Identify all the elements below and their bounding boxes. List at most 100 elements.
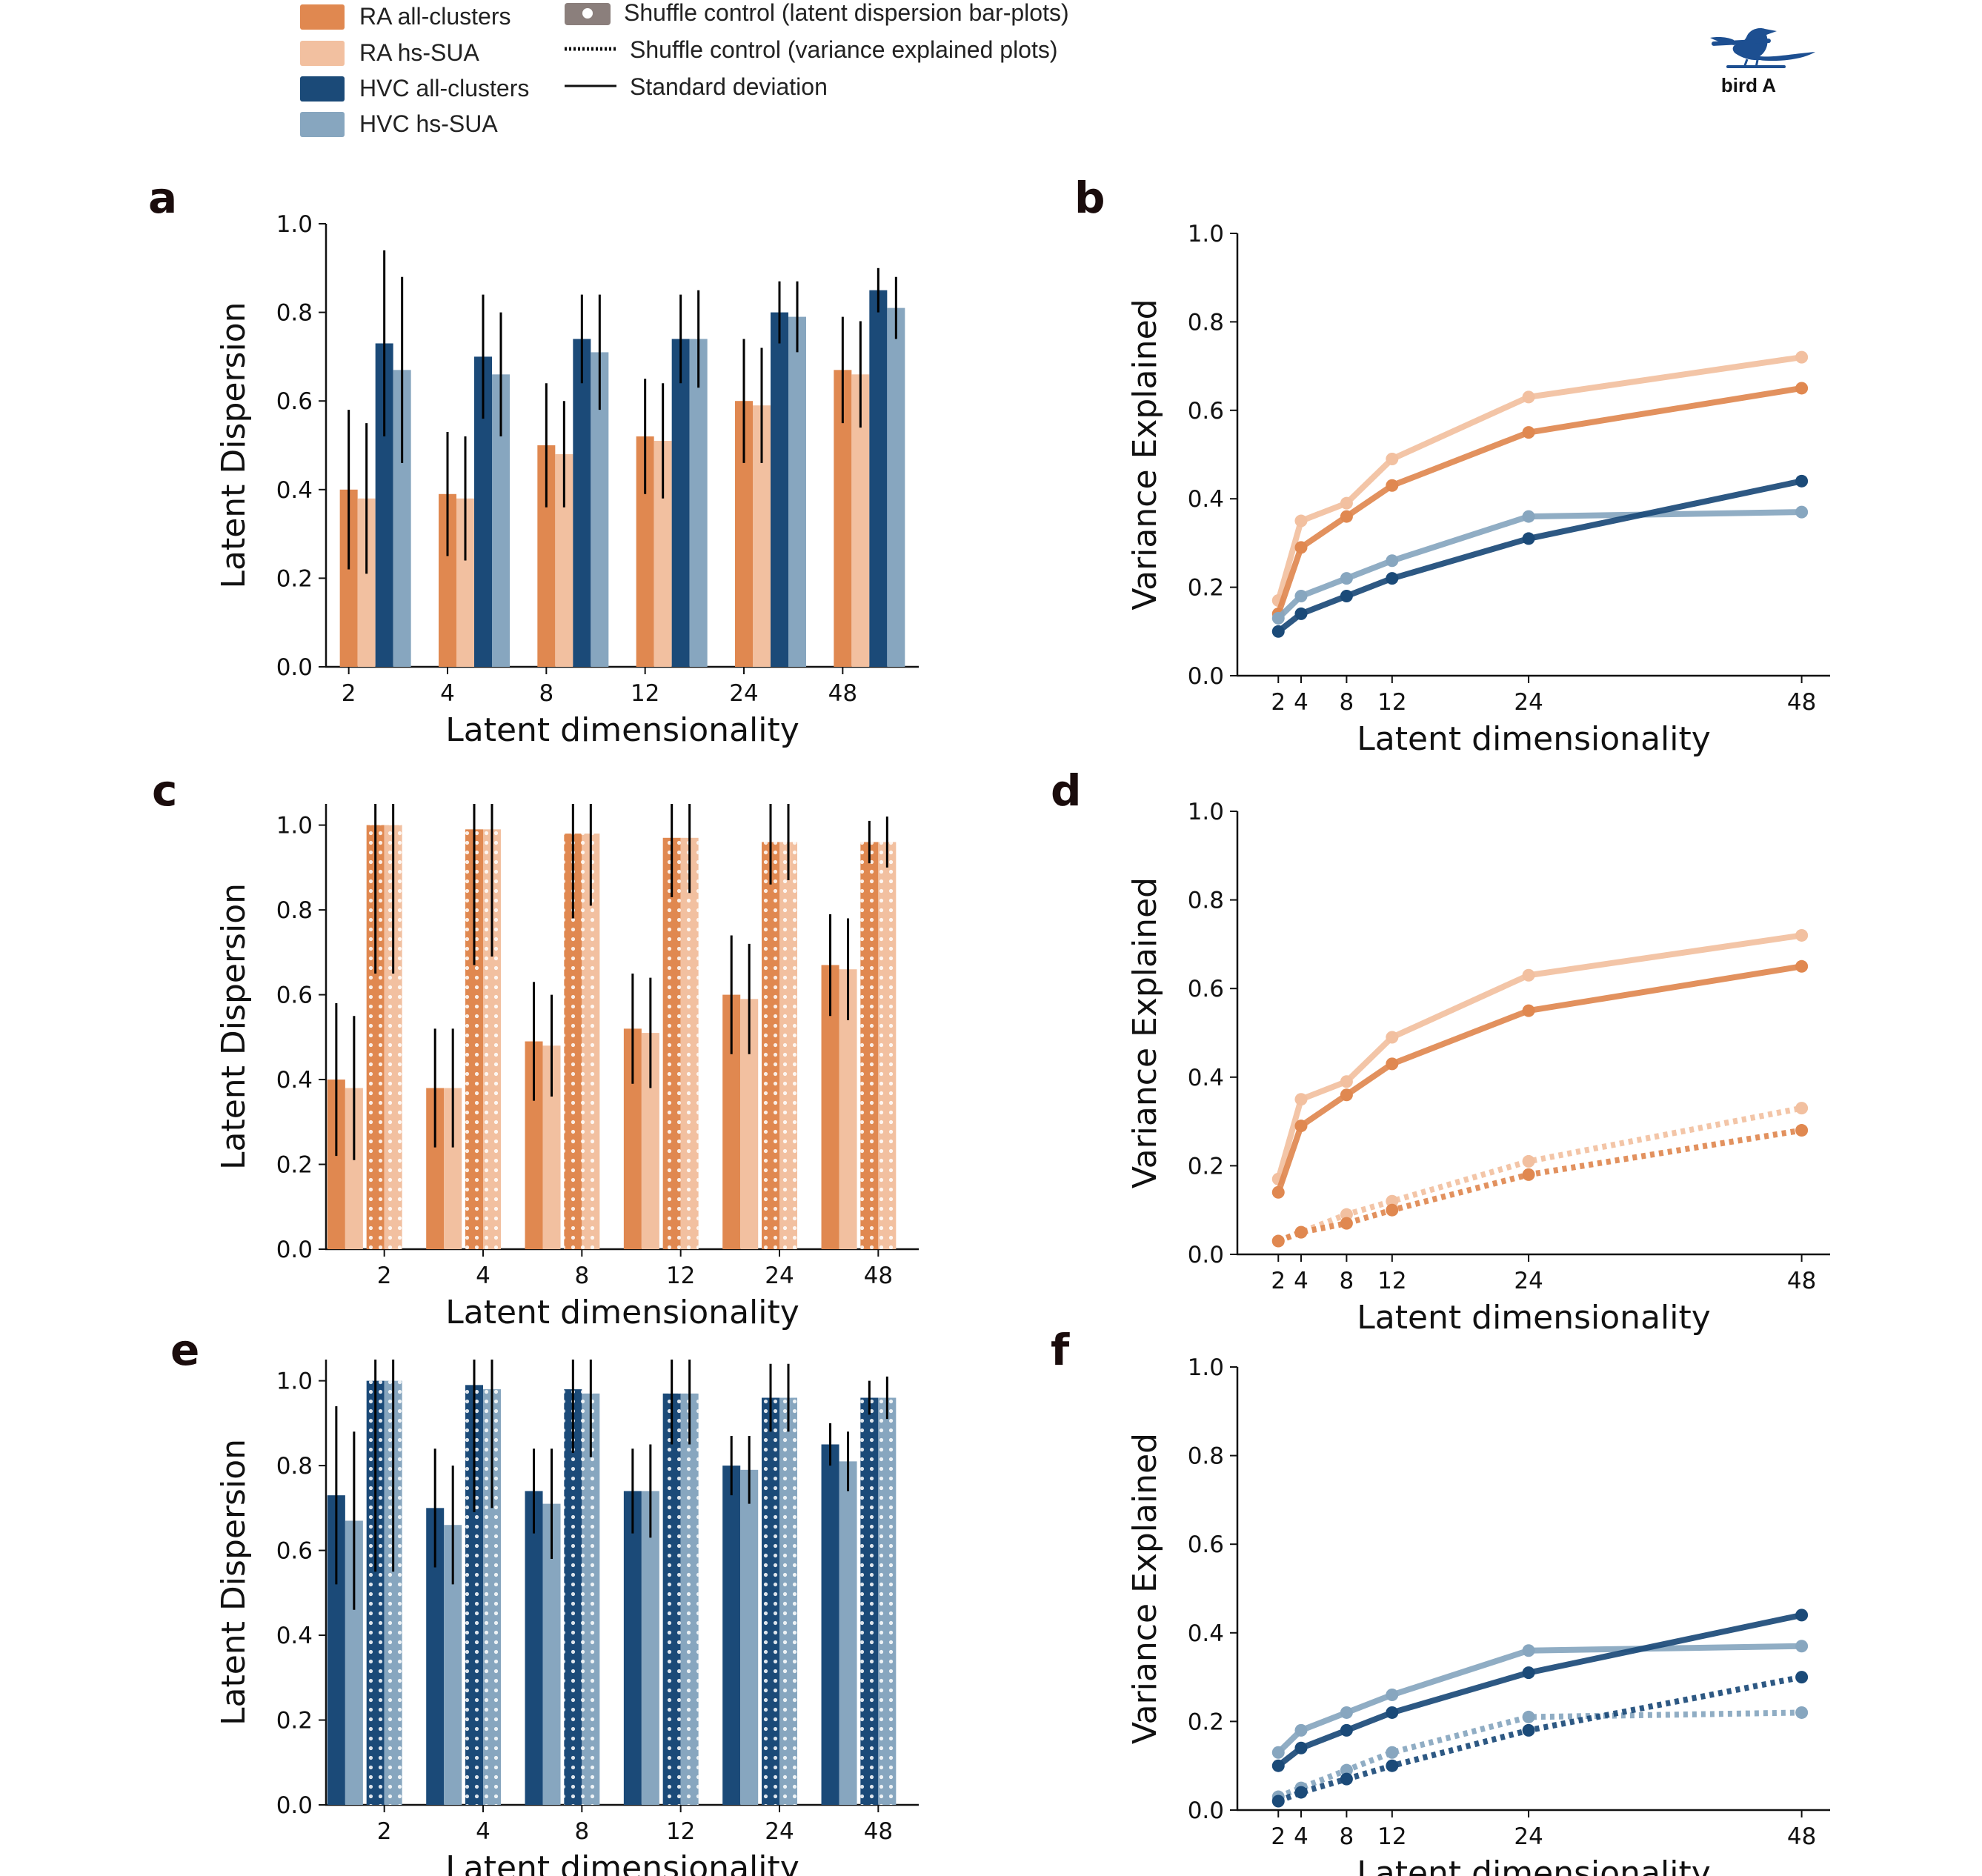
bar-shuffle-dots [860, 842, 879, 1249]
legend-label-sd: Standard deviation [630, 73, 828, 100]
x-tick-label: 48 [828, 680, 857, 707]
panel-letter-a: a [148, 173, 177, 223]
y-axis-title: Variance Explained [1126, 299, 1164, 610]
bar-shuffle-dots [662, 1393, 681, 1805]
y-tick-label: 0.4 [276, 1623, 313, 1649]
y-tick-label: 0.8 [276, 1453, 313, 1480]
y-tick-label: 0.0 [1188, 663, 1224, 690]
data-point [1522, 1710, 1535, 1723]
data-point [1522, 390, 1535, 404]
data-point [1294, 1786, 1308, 1799]
y-tick-label: 0.8 [1188, 888, 1224, 914]
data-point [1386, 1706, 1399, 1719]
data-point [1340, 1075, 1353, 1088]
y-tick-label: 0.6 [1188, 1531, 1224, 1558]
x-tick-label: 8 [1340, 1268, 1354, 1294]
panel-a-bar-chart: 0.0 0.2 0.4 0.6 0.8 1.0 Latent Dispersion Laten… [215, 211, 919, 749]
bird-icon [1710, 28, 1815, 68]
bar [887, 307, 905, 667]
y-tick-label: 0.8 [276, 897, 313, 924]
y-tick-label: 0.6 [276, 982, 313, 1009]
bar-shuffle-dots [779, 842, 797, 1249]
y-tick-label: 1.0 [1188, 1354, 1224, 1381]
bar-shuffle-dots [366, 825, 385, 1249]
y-axis-title: Latent Dispersion [215, 302, 253, 589]
x-tick-label: 2 [1271, 1268, 1286, 1294]
y-tick-label: 0.4 [276, 477, 313, 504]
data-point [1386, 452, 1399, 465]
x-axis-title: Latent dimensionality [1357, 1299, 1711, 1337]
y-tick-label: 1.0 [276, 813, 313, 839]
panel-letter-d: d [1051, 765, 1082, 816]
data-point [1340, 510, 1353, 523]
y-axis-title: Variance Explained [1126, 877, 1164, 1188]
bar [788, 316, 806, 667]
y-tick-label: 0.4 [1188, 1065, 1224, 1091]
y-tick-label: 0.2 [1188, 1709, 1224, 1735]
data-point [1795, 1671, 1809, 1684]
data-point [1522, 1004, 1535, 1017]
y-tick-label: 0.2 [1188, 575, 1224, 602]
data-point [1386, 1759, 1399, 1772]
x-tick-label: 12 [631, 680, 659, 707]
series-line [1275, 354, 1803, 602]
bar-shuffle-dots [680, 1393, 699, 1805]
x-tick-label: 12 [1377, 689, 1406, 716]
bar [740, 1469, 759, 1805]
data-point [1386, 572, 1399, 585]
data-point [1340, 1723, 1353, 1737]
data-point [1795, 1124, 1809, 1137]
bird-label: bird A [1721, 74, 1776, 96]
y-tick-label: 0.6 [1188, 976, 1224, 1002]
x-tick-label: 4 [1294, 689, 1308, 716]
series-line [1276, 1643, 1802, 1755]
panel-c-bar-chart: 0.0 0.2 0.4 0.6 0.8 1.0 Latent Dispersion Laten… [215, 804, 919, 1331]
data-point [1271, 1746, 1285, 1759]
x-tick-label: 48 [864, 1263, 893, 1289]
data-point [1294, 590, 1308, 603]
data-point [1271, 1794, 1285, 1808]
x-tick-label: 8 [539, 680, 553, 707]
data-point [1522, 1168, 1535, 1181]
legend: RA all-clusters RA hs-SUA HVC all-cluste… [300, 0, 1069, 137]
panel-letter-c: c [152, 765, 177, 816]
data-point [1386, 554, 1399, 568]
bar [689, 339, 708, 667]
panel-f-line-chart: 0.0 0.2 0.4 0.6 0.8 1.0 Variance Explained Late… [1126, 1354, 1830, 1876]
panel-b-line-chart: 0.0 0.2 0.4 0.6 0.8 1.0 Variance Explained Late… [1126, 221, 1830, 758]
data-point [1340, 1706, 1353, 1719]
data-point [1294, 1120, 1308, 1133]
series-line [1276, 509, 1802, 621]
data-point [1340, 572, 1353, 585]
data-point [1340, 1208, 1353, 1221]
data-point [1386, 1031, 1399, 1044]
bar-shuffle-dots [582, 1393, 600, 1805]
bar [623, 1491, 642, 1805]
data-point [1340, 590, 1353, 603]
panel-letter-b: b [1074, 173, 1105, 223]
bar-shuffle-dots [366, 1380, 385, 1805]
bar-shuffle-dots [662, 837, 681, 1249]
x-tick-label: 4 [440, 680, 455, 707]
x-tick-label: 2 [377, 1818, 392, 1845]
x-tick-label: 24 [1514, 1823, 1543, 1850]
y-tick-label: 0.2 [276, 1708, 313, 1734]
legend-swatch-hvc-all [300, 76, 345, 102]
y-tick-label: 0.0 [1188, 1797, 1224, 1824]
y-tick-label: 0.0 [276, 1792, 313, 1819]
bar [771, 312, 788, 667]
data-point [1795, 350, 1809, 364]
bar [839, 1461, 857, 1805]
data-point [1795, 1609, 1809, 1622]
data-point [1522, 426, 1535, 439]
x-axis-title: Latent dimensionality [1357, 720, 1711, 758]
legend-label-shuffle-line: Shuffle control (variance explained plot… [630, 36, 1058, 63]
data-point [1522, 1644, 1535, 1657]
data-point [1795, 505, 1809, 519]
series-line [1276, 478, 1803, 634]
data-point [1795, 1102, 1809, 1115]
x-tick-label: 4 [1294, 1268, 1308, 1294]
y-tick-label: 1.0 [1188, 799, 1224, 825]
data-point [1340, 1772, 1353, 1786]
